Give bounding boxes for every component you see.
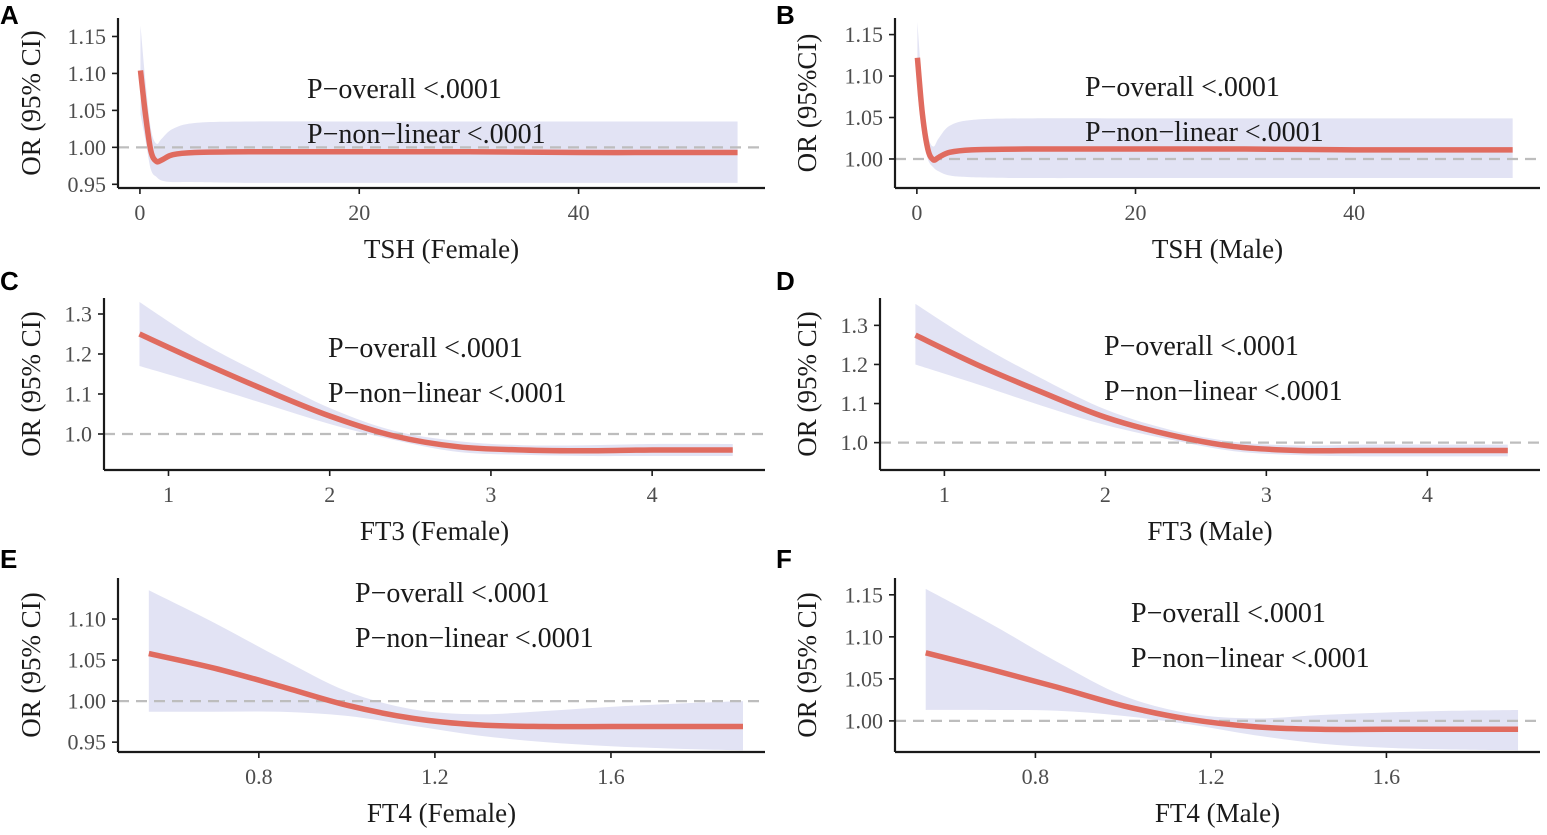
ci-band <box>139 302 733 457</box>
x-tick-label: 4 <box>647 482 658 507</box>
or-curve <box>138 331 733 454</box>
y-tick-label: 1.3 <box>65 302 93 327</box>
y-tick-label: 1.00 <box>68 689 107 714</box>
y-tick-label: 1.10 <box>68 607 107 632</box>
y-axis-title: OR (95% CI) <box>16 311 46 456</box>
panel-letter: C <box>0 266 19 296</box>
panel-letter: B <box>776 0 795 30</box>
y-tick-label: 1.15 <box>845 582 884 607</box>
or-curve <box>914 332 1508 454</box>
x-tick-label: 1.2 <box>421 764 449 789</box>
panel-E: E 0.95 1.00 1.05 1.10 0.8 1.2 1.6 FT4 (Female) O… <box>0 544 765 828</box>
y-tick-label: 1.2 <box>65 342 93 367</box>
p-nonlinear-annotation: P−non−linear <.0001 <box>1131 643 1370 674</box>
y-axis-title: OR (95% CI) <box>16 30 46 175</box>
x-tick-label: 2 <box>324 482 335 507</box>
x-tick-label: 20 <box>1125 200 1147 225</box>
p-nonlinear-annotation: P−non−linear <.0001 <box>307 119 546 150</box>
panel-F: F 1.00 1.05 1.10 1.15 0.8 1.2 1.6 FT4 (Male) OR … <box>776 544 1540 828</box>
or-curve <box>148 650 743 730</box>
x-tick-label: 3 <box>485 482 496 507</box>
y-tick-label: 1.00 <box>68 135 107 160</box>
y-tick-label: 0.95 <box>68 172 107 197</box>
y-tick-label: 1.10 <box>68 61 107 86</box>
y-axis-title: OR (95% CI) <box>16 592 46 737</box>
x-tick-label: 40 <box>1343 200 1365 225</box>
y-tick-label: 1.10 <box>845 624 884 649</box>
p-nonlinear-annotation: P−non−linear <.0001 <box>328 378 567 409</box>
x-tick-label: 0.8 <box>245 764 273 789</box>
p-nonlinear-annotation: P−non−linear <.0001 <box>355 623 594 654</box>
x-tick-label: 2 <box>1100 482 1111 507</box>
x-tick-label: 20 <box>348 200 370 225</box>
x-axis-title: FT3 (Male) <box>1147 516 1272 546</box>
x-axis-title: FT3 (Female) <box>360 516 509 546</box>
or-curve <box>137 70 738 165</box>
x-tick-label: 4 <box>1422 482 1433 507</box>
or-curve <box>925 650 1519 733</box>
ci-band <box>148 590 743 751</box>
panel-letter: D <box>776 266 795 296</box>
p-overall-annotation: P−overall <.0001 <box>1085 72 1280 103</box>
panel-letter: E <box>0 544 17 574</box>
x-axis-title: TSH (Male) <box>1152 234 1283 264</box>
y-tick-label: 1.15 <box>845 22 884 47</box>
or-curve <box>914 57 1513 163</box>
x-tick-label: 40 <box>568 200 590 225</box>
ci-band <box>915 303 1508 457</box>
y-tick-label: 1.05 <box>845 105 884 130</box>
p-nonlinear-annotation: P−non−linear <.0001 <box>1085 117 1324 148</box>
y-tick-label: 1.05 <box>845 666 884 691</box>
y-axis-title: OR (95%CI) <box>792 34 822 173</box>
y-tick-label: 1.1 <box>841 391 869 416</box>
x-axis-title: FT4 (Male) <box>1155 798 1280 828</box>
y-tick-label: 1.0 <box>65 422 93 447</box>
y-tick-label: 1.2 <box>841 352 869 377</box>
ci-band <box>140 25 738 183</box>
x-tick-label: 0.8 <box>1022 764 1050 789</box>
y-axis-title: OR (95% CI) <box>792 592 822 737</box>
y-tick-label: 1.00 <box>845 708 884 733</box>
p-overall-annotation: P−overall <.0001 <box>307 74 502 105</box>
x-tick-label: 0 <box>134 200 145 225</box>
y-tick-label: 1.00 <box>845 146 884 171</box>
p-overall-annotation: P−overall <.0001 <box>1104 331 1299 362</box>
y-tick-label: 1.10 <box>845 64 884 89</box>
x-tick-label: 1.2 <box>1197 764 1225 789</box>
x-tick-label: 0 <box>911 200 922 225</box>
p-overall-annotation: P−overall <.0001 <box>355 578 550 609</box>
panel-A: A 0.95 1.00 1.05 1.10 1.15 0 20 40 TSH (Female) O… <box>0 0 765 264</box>
y-tick-label: 1.15 <box>68 24 107 49</box>
ci-band <box>917 22 1513 179</box>
x-axis-title: TSH (Female) <box>364 234 519 264</box>
y-tick-label: 1.05 <box>68 648 107 673</box>
p-overall-annotation: P−overall <.0001 <box>1131 598 1326 629</box>
ci-band <box>925 588 1519 751</box>
y-axis-title: OR (95% CI) <box>792 311 822 456</box>
x-tick-label: 3 <box>1261 482 1272 507</box>
x-axis-title: FT4 (Female) <box>367 798 516 828</box>
y-tick-label: 1.1 <box>65 382 93 407</box>
x-tick-label: 1.6 <box>1373 764 1401 789</box>
x-tick-label: 1.6 <box>597 764 625 789</box>
y-tick-label: 1.3 <box>841 313 869 338</box>
p-nonlinear-annotation: P−non−linear <.0001 <box>1104 376 1343 407</box>
panel-C: C 1.0 1.1 1.2 1.3 1 2 3 4 FT3 (Female) OR (95% CI… <box>0 266 765 546</box>
x-tick-label: 1 <box>939 482 950 507</box>
p-overall-annotation: P−overall <.0001 <box>328 333 523 364</box>
y-tick-label: 1.0 <box>841 430 869 455</box>
y-tick-label: 0.95 <box>68 730 107 755</box>
panel-letter: A <box>0 0 19 30</box>
panel-letter: F <box>776 544 792 574</box>
panel-D: D 1.0 1.1 1.2 1.3 1 2 3 4 FT3 (Male) OR (95% CI) P… <box>776 266 1540 546</box>
x-tick-label: 1 <box>163 482 174 507</box>
y-tick-label: 1.05 <box>68 98 107 123</box>
panel-B: B 1.00 1.05 1.10 1.15 0 20 40 TSH (Male) OR (95%… <box>776 0 1540 264</box>
